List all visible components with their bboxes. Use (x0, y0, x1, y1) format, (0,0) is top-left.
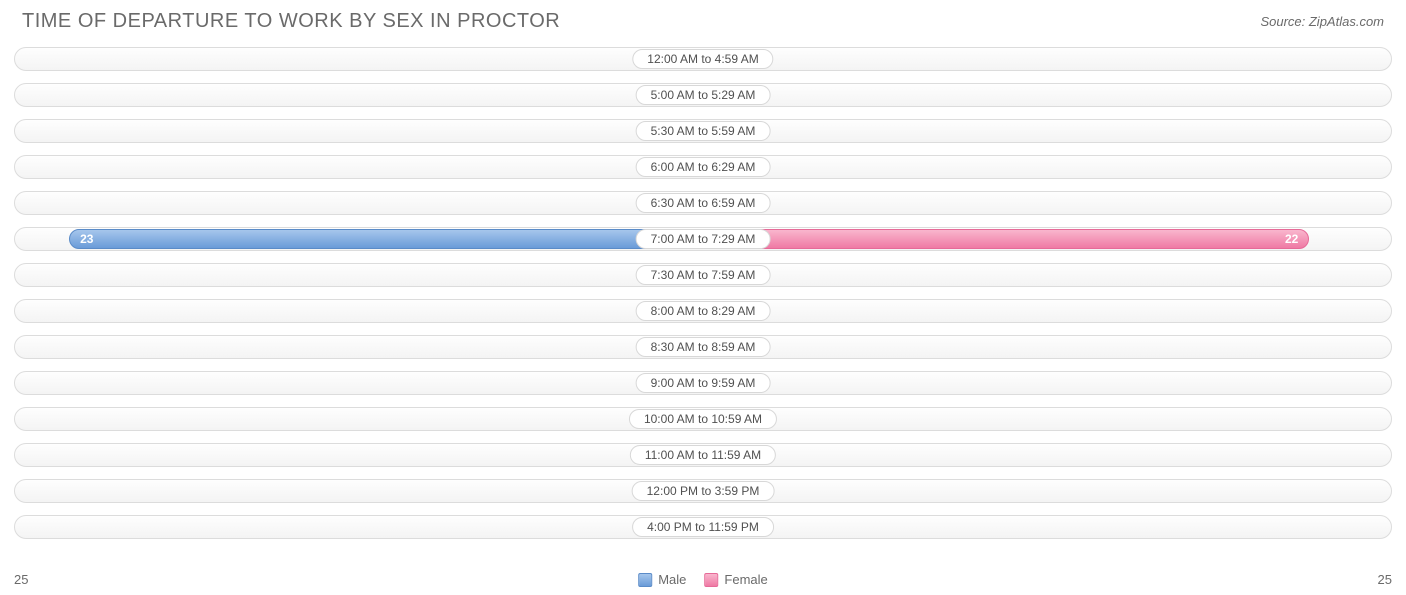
source-label: Source: ZipAtlas.com (1260, 14, 1384, 29)
male-half: 0 (15, 444, 703, 466)
male-half: 0 (15, 336, 703, 358)
chart-row: 0012:00 PM to 3:59 PM (14, 479, 1392, 503)
male-half: 0 (15, 156, 703, 178)
female-half: 0 (703, 336, 1391, 358)
female-swatch-icon (704, 573, 718, 587)
legend-male: Male (638, 572, 686, 587)
chart-row: 007:30 AM to 7:59 AM (14, 263, 1392, 287)
category-label: 9:00 AM to 9:59 AM (636, 373, 771, 393)
chart-row: 0010:00 AM to 10:59 AM (14, 407, 1392, 431)
male-half: 0 (15, 84, 703, 106)
category-label: 6:00 AM to 6:29 AM (636, 157, 771, 177)
male-half: 0 (15, 372, 703, 394)
category-label: 5:30 AM to 5:59 AM (636, 121, 771, 141)
category-label: 4:00 PM to 11:59 PM (632, 517, 774, 537)
legend: Male Female (638, 572, 768, 587)
footer: 25 Male Female 25 (14, 572, 1392, 587)
female-half: 0 (703, 120, 1391, 142)
chart-row: 006:30 AM to 6:59 AM (14, 191, 1392, 215)
category-label: 7:30 AM to 7:59 AM (636, 265, 771, 285)
chart-row: 0012:00 AM to 4:59 AM (14, 47, 1392, 71)
male-half: 0 (15, 516, 703, 538)
diverging-bar-chart: 0012:00 AM to 4:59 AM005:00 AM to 5:29 A… (0, 41, 1406, 539)
female-half: 0 (703, 156, 1391, 178)
female-half: 0 (703, 84, 1391, 106)
male-value: 23 (80, 232, 93, 246)
category-label: 11:00 AM to 11:59 AM (630, 445, 776, 465)
axis-right-max: 25 (1378, 572, 1392, 587)
female-half: 0 (703, 516, 1391, 538)
category-label: 5:00 AM to 5:29 AM (636, 85, 771, 105)
female-half: 0 (703, 192, 1391, 214)
male-half: 0 (15, 192, 703, 214)
male-half: 0 (15, 480, 703, 502)
axis-left-max: 25 (14, 572, 28, 587)
chart-row: 006:00 AM to 6:29 AM (14, 155, 1392, 179)
chart-row: 0011:00 AM to 11:59 AM (14, 443, 1392, 467)
chart-row: 008:30 AM to 8:59 AM (14, 335, 1392, 359)
chart-title: TIME OF DEPARTURE TO WORK BY SEX IN PROC… (22, 10, 560, 33)
female-half: 0 (703, 264, 1391, 286)
category-label: 12:00 AM to 4:59 AM (632, 49, 773, 69)
female-half: 0 (703, 444, 1391, 466)
category-label: 6:30 AM to 6:59 AM (636, 193, 771, 213)
chart-row: 005:30 AM to 5:59 AM (14, 119, 1392, 143)
female-half: 0 (703, 408, 1391, 430)
chart-row: 23 22 7:00 AM to 7:29 AM (14, 227, 1392, 251)
male-half: 0 (15, 264, 703, 286)
chart-row: 008:00 AM to 8:29 AM (14, 299, 1392, 323)
chart-row: 009:00 AM to 9:59 AM (14, 371, 1392, 395)
category-label: 12:00 PM to 3:59 PM (632, 481, 775, 501)
legend-female-label: Female (724, 572, 767, 587)
legend-female: Female (704, 572, 767, 587)
header: TIME OF DEPARTURE TO WORK BY SEX IN PROC… (0, 0, 1406, 41)
category-label: 8:30 AM to 8:59 AM (636, 337, 771, 357)
male-swatch-icon (638, 573, 652, 587)
female-half: 0 (703, 48, 1391, 70)
male-half: 23 (15, 228, 703, 250)
female-half: 0 (703, 480, 1391, 502)
male-half: 0 (15, 300, 703, 322)
female-half: 22 (703, 228, 1391, 250)
male-bar: 23 (69, 229, 703, 249)
male-half: 0 (15, 408, 703, 430)
female-bar: 22 (703, 229, 1309, 249)
chart-row: 004:00 PM to 11:59 PM (14, 515, 1392, 539)
male-half: 0 (15, 48, 703, 70)
male-half: 0 (15, 120, 703, 142)
female-half: 0 (703, 372, 1391, 394)
chart-row: 005:00 AM to 5:29 AM (14, 83, 1392, 107)
category-label: 8:00 AM to 8:29 AM (636, 301, 771, 321)
legend-male-label: Male (658, 572, 686, 587)
female-value: 22 (1285, 232, 1298, 246)
category-label: 7:00 AM to 7:29 AM (636, 229, 771, 249)
category-label: 10:00 AM to 10:59 AM (629, 409, 777, 429)
female-half: 0 (703, 300, 1391, 322)
